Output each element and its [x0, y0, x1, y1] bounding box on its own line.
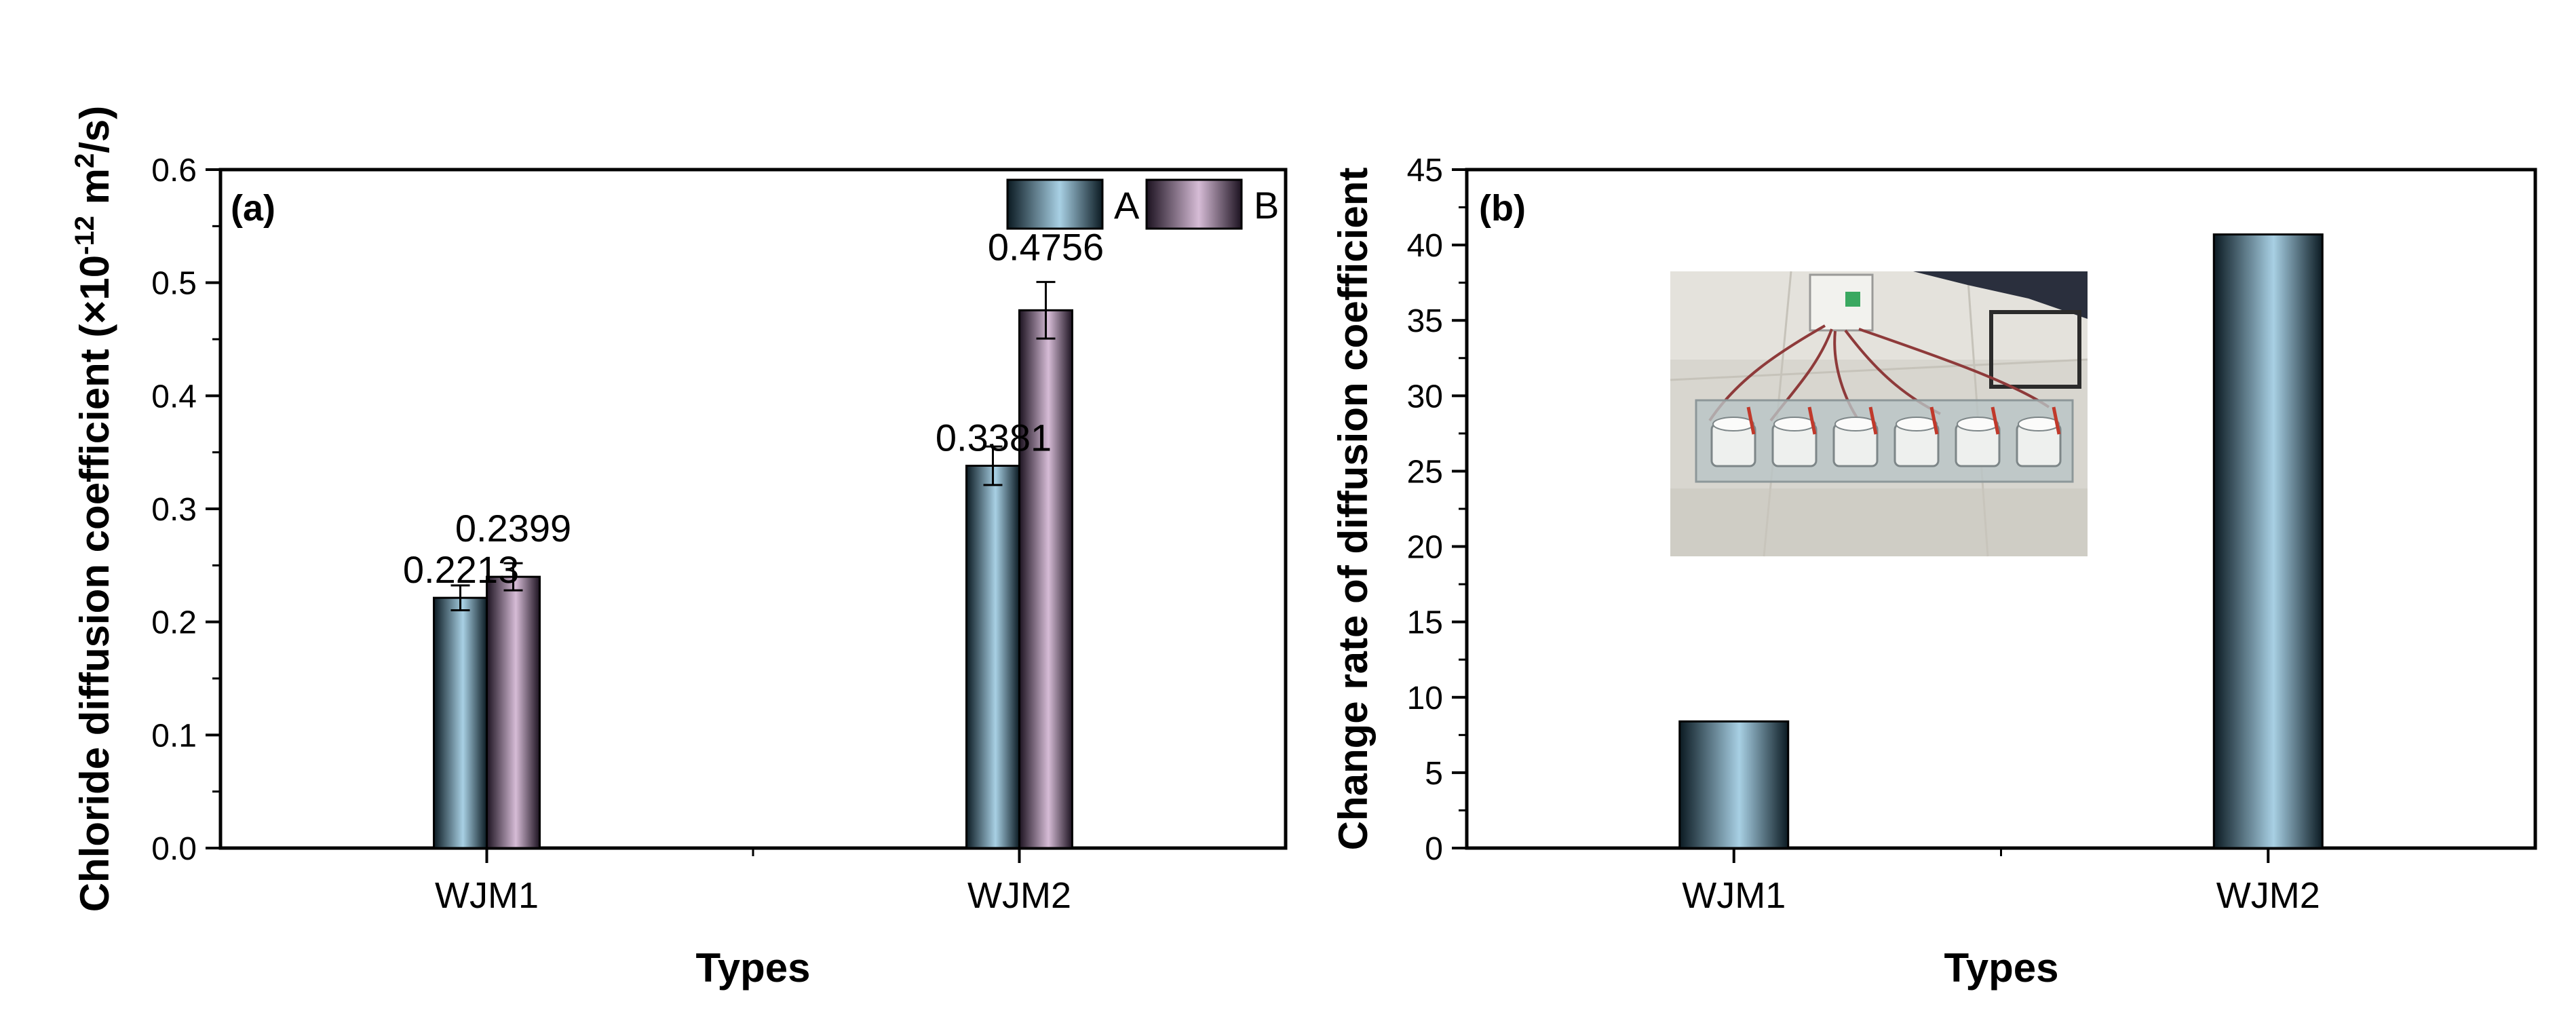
- photo-cell-rim: [1896, 417, 1938, 431]
- legend-label-a: A: [1114, 184, 1140, 227]
- inset-photo: [1670, 271, 2088, 557]
- y-tick-label: 10: [1407, 680, 1443, 716]
- y-tick-label: 40: [1407, 228, 1443, 264]
- photo-dark-corner: [1913, 271, 2088, 319]
- y-tick-label: 0.6: [151, 153, 197, 189]
- y-tick-label: 0.3: [151, 492, 197, 528]
- photo-cell-rim: [1834, 417, 1877, 431]
- bar-B-WJM1: [486, 575, 541, 849]
- photo-power-supply: [1809, 273, 1874, 332]
- legend: A B: [1006, 178, 1279, 230]
- y-tick-label: 5: [1425, 756, 1443, 792]
- y-tick-label: 0.2: [151, 605, 197, 641]
- x-tick-label: WJM2: [2216, 875, 2320, 916]
- panel-a-frame: [218, 168, 1288, 850]
- panel-b: 0 5 10 15 20 25 30 35 40 45 WJM1 WJM2 (b) Types Ch…: [1330, 153, 2537, 991]
- legend-swatch-a: [1006, 178, 1104, 230]
- x-tick-label: WJM1: [435, 875, 539, 916]
- x-tick-label: WJM2: [967, 875, 1071, 916]
- y-tick-label: 45: [1407, 153, 1443, 189]
- y-tick-label: 0.5: [151, 266, 197, 302]
- y-tick-label: 0.1: [151, 718, 197, 754]
- bar-WJM1: [1678, 720, 1790, 849]
- y-tick-label: 30: [1407, 379, 1443, 415]
- photo-test-tray: [1695, 399, 2074, 483]
- bar-A-WJM2: [965, 465, 1020, 849]
- bar-WJM2: [2212, 233, 2324, 849]
- photo-cell-rim: [2018, 417, 2060, 431]
- panel-b-y-axis-title: Change rate of diffusion coefficient: [1330, 168, 1376, 851]
- panel-a: 0.0 0.1 0.2 0.3 0.4 0.5 0.6 WJM1 WJM2 0.2213 0.3…: [70, 106, 1288, 991]
- data-label-A-WJM1: 0.2213: [403, 548, 519, 591]
- photo-electrode-clip: [2052, 406, 2061, 435]
- photo-electrode-clip: [1868, 406, 1878, 435]
- photo-floor-bottom: [1670, 488, 2088, 556]
- photo-electrode-clip: [1929, 406, 1939, 435]
- panel-a-label: (a): [231, 188, 275, 229]
- panel-b-x-axis-title: Types: [1944, 945, 2059, 991]
- x-tick-label: WJM1: [1682, 875, 1786, 916]
- panel-a-x-axis-title: Types: [696, 945, 811, 991]
- photo-chair-frame: [1989, 310, 2081, 389]
- legend-label-b: B: [1254, 184, 1279, 227]
- photo-cell-rim: [1957, 417, 1999, 431]
- photo-wires: [1708, 324, 2050, 422]
- y-tick-label: 0.4: [151, 379, 197, 415]
- data-label-B-WJM2: 0.4756: [988, 226, 1104, 269]
- photo-cell-rim: [1712, 417, 1754, 431]
- y-tick-label: 35: [1407, 303, 1443, 339]
- photo-cell-rim: [1773, 417, 1815, 431]
- legend-swatch-b: [1145, 178, 1243, 230]
- photo-electrode-clip: [1807, 406, 1817, 435]
- photo-device-indicator: [1845, 292, 1860, 307]
- y-tick-label: 25: [1407, 454, 1443, 490]
- photo-electrode-clip: [1991, 406, 2000, 435]
- y-tick-label: 0: [1425, 831, 1443, 867]
- bar-A-WJM1: [433, 596, 488, 849]
- panel-b-label: (b): [1479, 188, 1526, 229]
- panel-a-y-axis-title: Chloride diffusion coefficient (×10-12 m…: [70, 106, 117, 913]
- y-tick-label: 20: [1407, 530, 1443, 566]
- data-label-A-WJM2: 0.3381: [936, 417, 1052, 459]
- y-tick-label: 15: [1407, 605, 1443, 641]
- bar-B-WJM2: [1018, 309, 1073, 849]
- y-tick-label: 0.0: [151, 831, 197, 867]
- photo-electrode-clip: [1746, 406, 1756, 435]
- data-label-B-WJM1: 0.2399: [455, 507, 571, 550]
